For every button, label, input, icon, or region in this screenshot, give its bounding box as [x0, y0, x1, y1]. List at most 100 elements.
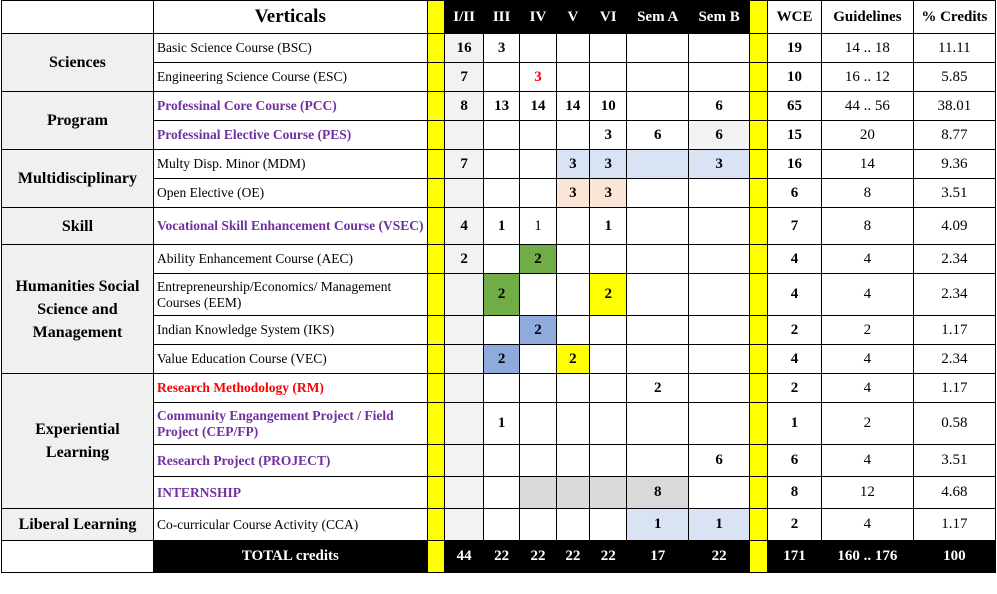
credit-cell [444, 120, 484, 150]
guideline-cell: 4 [821, 508, 914, 541]
credit-cell [687, 244, 751, 274]
yellow-separator [749, 207, 768, 245]
yellow-separator [426, 33, 446, 63]
credit-cell [589, 344, 628, 374]
credit-cell [687, 476, 751, 509]
course-name: Research Methodology (RM) [152, 373, 428, 403]
credit-cell [444, 476, 484, 509]
percent-cell: 2.34 [912, 273, 997, 316]
credit-cell [444, 373, 484, 403]
credit-cell [589, 62, 628, 92]
wce-cell: 6 [766, 444, 823, 477]
header-sem-b: Sem B [687, 0, 751, 34]
credit-cell [555, 244, 591, 274]
wce-cell: 65 [766, 91, 823, 121]
yellow-separator [426, 373, 446, 403]
wce-cell: 2 [766, 508, 823, 541]
percent-cell: 4.09 [912, 207, 997, 245]
credit-cell [519, 120, 557, 150]
credit-cell [626, 244, 689, 274]
yellow-separator [749, 120, 768, 150]
credit-cell [444, 273, 484, 316]
credit-cell [519, 33, 557, 63]
percent-cell: 5.85 [912, 62, 997, 92]
credit-cell [555, 373, 591, 403]
credit-cell [555, 207, 591, 245]
credit-cell [687, 315, 751, 345]
course-name: Research Project (PROJECT) [152, 444, 428, 477]
yellow-separator [749, 91, 768, 121]
yellow-separator [749, 244, 768, 274]
guideline-cell: 12 [821, 476, 914, 509]
yellow-separator [749, 508, 768, 541]
yellow-separator [749, 273, 768, 316]
wce-cell: 4 [766, 344, 823, 374]
credit-cell [555, 120, 591, 150]
guideline-cell: 4 [821, 273, 914, 316]
credit-cell: 1 [519, 207, 557, 245]
credit-cell [482, 244, 521, 274]
credit-cell: 14 [555, 91, 591, 121]
course-name: Co-curricular Course Activity (CCA) [152, 508, 428, 541]
credit-cell: 1 [482, 402, 521, 445]
course-name: Value Education Course (VEC) [152, 344, 428, 374]
table-row: Engineering Science Course (ESC) 7 3 10 … [2, 62, 997, 92]
course-name: Vocational Skill Enhancement Course (VSE… [152, 207, 428, 245]
credit-cell: 6 [687, 91, 751, 121]
credit-cell [519, 344, 557, 374]
header-blank [1, 0, 154, 34]
credit-cell [444, 444, 484, 477]
guideline-cell: 44 .. 56 [821, 91, 914, 121]
credit-cell: 3 [519, 62, 557, 92]
credit-cell: 6 [626, 120, 689, 150]
percent-cell: 1.17 [912, 508, 997, 541]
guideline-cell: 8 [821, 178, 914, 208]
credit-cell [687, 62, 751, 92]
wce-cell: 1 [766, 402, 823, 445]
yellow-separator [426, 508, 446, 541]
guideline-cell: 2 [821, 402, 914, 445]
yellow-separator [426, 91, 446, 121]
credit-cell: 6 [687, 120, 751, 150]
table-row: Open Elective (OE) 3 3 6 8 3.51 [2, 178, 997, 208]
total-percent: 100 [912, 540, 997, 573]
header-guidelines: Guidelines [821, 0, 914, 34]
course-name: Community Engangement Project / Field Pr… [152, 402, 428, 445]
table-row: Liberal Learning Co-curricular Course Ac… [1, 508, 997, 541]
yellow-separator [749, 149, 768, 179]
credit-cell: 10 [589, 91, 628, 121]
credit-cell: 8 [626, 476, 689, 509]
credit-cell: 7 [444, 149, 484, 179]
wce-cell: 10 [766, 62, 823, 92]
percent-cell: 1.17 [912, 315, 997, 345]
credit-cell: 2 [626, 373, 689, 403]
header-verticals: Verticals [152, 0, 428, 34]
credit-cell: 3 [555, 149, 591, 179]
credit-cell: 1 [482, 207, 521, 245]
wce-cell: 2 [766, 373, 823, 403]
credit-cell: 2 [555, 344, 591, 374]
yellow-separator [426, 540, 446, 573]
credit-cell [519, 444, 557, 477]
course-name: Basic Science Course (BSC) [152, 33, 428, 63]
credit-cell [687, 33, 751, 63]
credit-cell [555, 508, 591, 541]
credit-cell [519, 178, 557, 208]
credit-cell: 13 [482, 91, 521, 121]
yellow-separator [426, 178, 446, 208]
credit-cell [687, 273, 751, 316]
table-row: INTERNSHIP 8 8 12 4.68 [2, 476, 997, 509]
credit-cell: 2 [519, 244, 557, 274]
vertical-skill: Skill [1, 207, 154, 245]
credit-cell [482, 508, 521, 541]
credit-cell [555, 62, 591, 92]
vertical-sciences: Sciences [1, 33, 154, 92]
header-sem-5: V [555, 0, 591, 34]
total-wce: 171 [766, 540, 823, 573]
yellow-separator [426, 149, 446, 179]
guideline-cell: 14 .. 18 [821, 33, 914, 63]
credit-cell [519, 476, 557, 509]
percent-cell: 38.01 [912, 91, 997, 121]
credit-cell [444, 178, 484, 208]
wce-cell: 19 [766, 33, 823, 63]
